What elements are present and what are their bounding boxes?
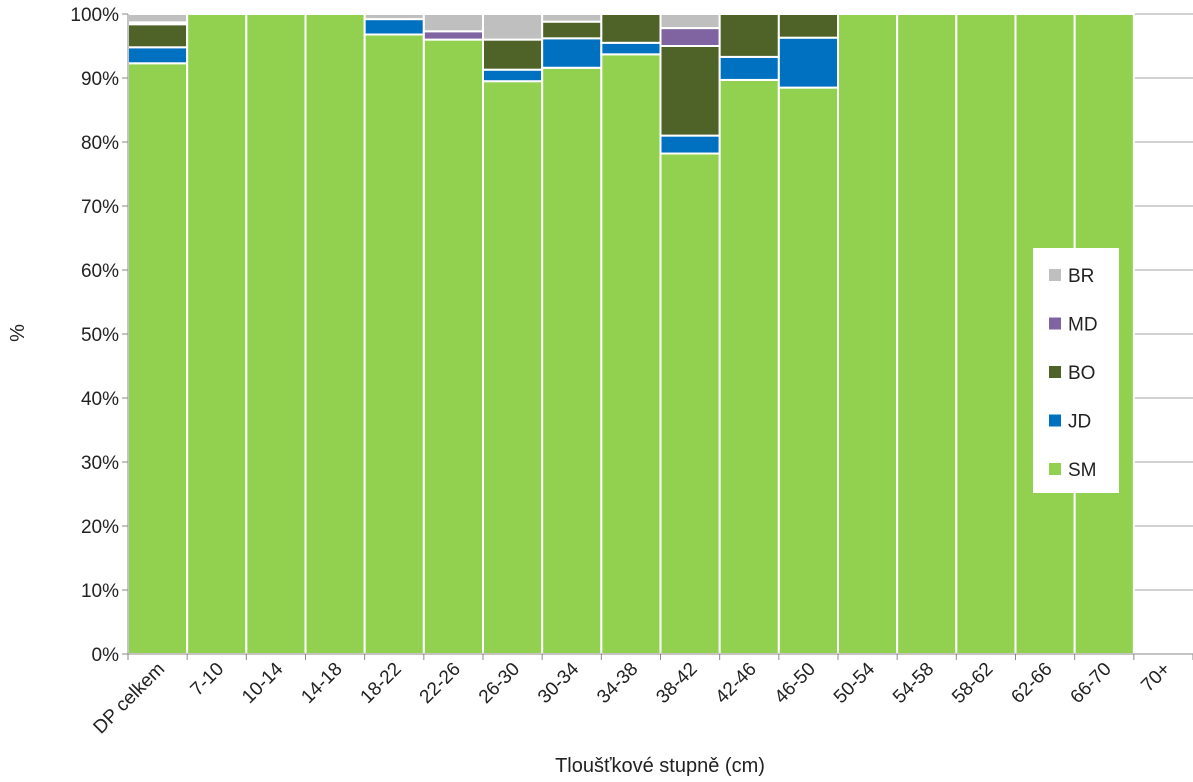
x-tick-label: 14-18 <box>297 659 346 708</box>
bar-segment-bo <box>659 45 721 137</box>
legend-swatch-sm <box>1049 463 1061 475</box>
bar-segment-sm <box>955 13 1017 655</box>
x-tick-label: 54-58 <box>889 659 938 708</box>
bar-segment-sm <box>245 13 307 655</box>
bar-segment-sm <box>304 13 366 655</box>
bar-segment-bo <box>718 13 780 58</box>
bar-segment-sm <box>718 78 780 656</box>
y-tick-labels: 0% 10% 20% 30% 40% 50% 60% 70% 80% 90% 100% <box>70 5 119 666</box>
y-tick-label: 50% <box>81 325 119 346</box>
x-axis-title: Tloušťkové stupně (cm) <box>555 755 765 777</box>
x-tick-label: 42-46 <box>712 659 761 708</box>
bar-segment-jd <box>363 18 425 36</box>
x-tick-label: 34-38 <box>593 659 642 708</box>
bar-segment-jd <box>659 134 721 155</box>
bar-segment-br <box>363 13 425 21</box>
bar-segment-jd <box>777 36 839 89</box>
legend-label-sm: SM <box>1068 460 1097 481</box>
x-tick-labels: DP celkem 7-10 10-14 14-18 18-22 22-26 26-30 30… <box>90 658 1175 738</box>
bar-segment-br <box>482 13 544 41</box>
x-tick-label: 50-54 <box>830 658 880 708</box>
legend-label-jd: JD <box>1068 412 1091 433</box>
x-tick-label: 22-26 <box>416 659 465 708</box>
y-tick-label: 80% <box>81 133 119 154</box>
bar-segment-br <box>422 13 485 33</box>
y-tick-label: 10% <box>81 581 119 602</box>
y-tick-label: 20% <box>81 517 119 538</box>
bar-segment-bo <box>777 13 839 39</box>
bar-segment-br <box>541 13 603 23</box>
legend-label-md: MD <box>1068 315 1098 336</box>
legend-box <box>1033 248 1119 493</box>
y-tick-label: 100% <box>70 5 119 26</box>
y-tick-label: 70% <box>81 197 119 218</box>
x-tick-label: 30-34 <box>534 658 584 708</box>
bar-segment-bo <box>127 23 189 49</box>
bar-segment-sm <box>186 13 248 655</box>
x-tick-label: 62-66 <box>1007 659 1056 708</box>
legend-label-br: BR <box>1068 266 1094 287</box>
bar-segment-br <box>127 13 189 24</box>
bars <box>127 13 1135 656</box>
legend-swatch-br <box>1049 269 1061 281</box>
y-tick-label: 30% <box>81 453 119 474</box>
bar-segment-sm <box>600 53 662 655</box>
x-tick-label: DP celkem <box>90 659 170 739</box>
bar-segment-jd <box>718 55 780 81</box>
bar-segment-sm <box>837 13 899 655</box>
bar-segment-md <box>659 27 721 47</box>
bar-segment-br <box>659 13 721 30</box>
bar-segment-bo <box>541 20 603 40</box>
y-tick-label: 0% <box>92 645 120 666</box>
x-tick-label: 66-70 <box>1067 659 1116 708</box>
x-tick-label: 58-62 <box>948 659 997 708</box>
y-axis-title: % <box>7 324 29 342</box>
x-tick-label: 10-14 <box>238 658 288 708</box>
bar-segment-bo <box>600 13 662 44</box>
legend: BR MD BO JD SM <box>1033 248 1119 493</box>
x-tick-label: 46-50 <box>771 659 820 708</box>
bar-segment-jd <box>127 46 189 65</box>
y-tick-label: 40% <box>81 389 119 410</box>
legend-swatch-md <box>1049 317 1061 330</box>
bar-segment-sm <box>896 13 958 655</box>
bar-segment-sm <box>541 66 603 655</box>
bar-segment-jd <box>482 68 544 83</box>
bar-segment-sm <box>422 38 485 656</box>
x-tick-label: 26-30 <box>475 659 524 708</box>
legend-label-bo: BO <box>1068 363 1095 384</box>
bar-segment-sm <box>659 152 721 656</box>
bar-segment-md <box>422 30 485 41</box>
legend-swatch-jd <box>1049 414 1061 427</box>
y-tick-label: 60% <box>81 261 119 282</box>
bar-segment-bo <box>482 38 544 71</box>
bar-segment-sm <box>127 62 189 655</box>
x-tick-label: 70+ <box>1137 659 1175 697</box>
bar-segment-jd <box>541 37 603 69</box>
bar-segment-sm <box>482 80 544 655</box>
bar-segment-jd <box>600 41 662 56</box>
bar-segment-sm <box>363 33 425 656</box>
axes <box>122 13 1193 660</box>
legend-swatch-bo <box>1049 366 1061 378</box>
y-tick-label: 90% <box>81 69 119 90</box>
bar-segment-sm <box>777 86 839 656</box>
x-tick-label: 7-10 <box>187 659 229 701</box>
x-tick-label: 38-42 <box>652 659 701 708</box>
x-tick-label: 18-22 <box>357 659 406 708</box>
